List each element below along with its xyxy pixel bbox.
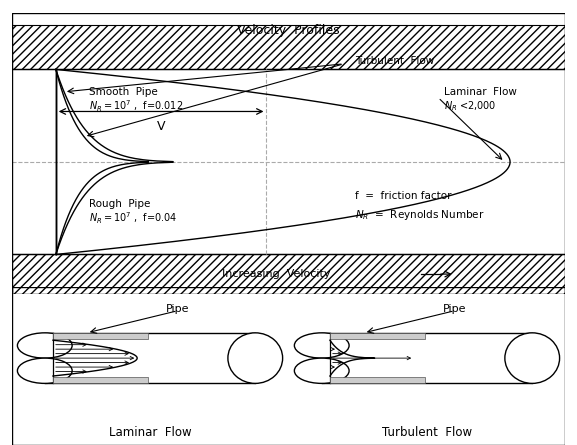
Bar — [12, 69, 565, 255]
Bar — [53, 377, 148, 384]
Text: V: V — [157, 120, 166, 133]
Ellipse shape — [505, 333, 560, 384]
Bar — [330, 377, 425, 384]
Text: $N_R=10^7$ ,  f=0.04: $N_R=10^7$ , f=0.04 — [89, 210, 178, 226]
Text: f  =  friction factor: f = friction factor — [355, 190, 451, 201]
Ellipse shape — [17, 358, 72, 384]
Bar — [53, 333, 148, 340]
Text: Turbulent  Flow: Turbulent Flow — [382, 426, 472, 439]
Text: $N_R$  =  Reynolds Number: $N_R$ = Reynolds Number — [355, 208, 485, 222]
Text: Turbulent  Flow: Turbulent Flow — [355, 56, 434, 66]
Ellipse shape — [17, 333, 72, 358]
Text: Increasing  Velocity: Increasing Velocity — [222, 269, 331, 279]
Text: $N_R$ <2,000: $N_R$ <2,000 — [444, 99, 496, 113]
Text: Smooth  Pipe: Smooth Pipe — [89, 87, 158, 97]
Ellipse shape — [294, 333, 349, 358]
Text: Laminar  Flow: Laminar Flow — [108, 426, 192, 439]
Ellipse shape — [228, 333, 283, 384]
Bar — [12, 24, 565, 69]
Text: Laminar  Flow: Laminar Flow — [444, 87, 516, 97]
Text: $N_R=10^7$ ,  f=0.012: $N_R=10^7$ , f=0.012 — [89, 98, 183, 113]
Text: Pipe: Pipe — [166, 304, 189, 314]
Bar — [45, 333, 255, 384]
Text: Pipe: Pipe — [443, 304, 466, 314]
Text: Velocity  Profiles: Velocity Profiles — [237, 24, 340, 36]
Ellipse shape — [294, 358, 349, 384]
Bar — [322, 333, 532, 384]
Bar — [12, 255, 565, 294]
Bar — [330, 333, 425, 340]
Text: Rough  Pipe: Rough Pipe — [89, 199, 151, 209]
